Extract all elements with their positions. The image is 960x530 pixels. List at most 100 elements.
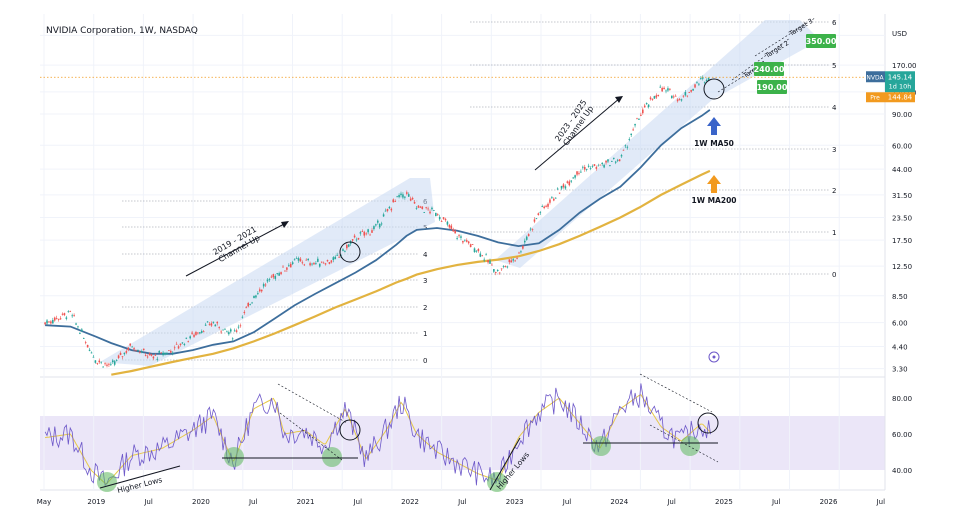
candle-body <box>421 206 424 210</box>
candle-body <box>400 193 402 196</box>
fib-label-right: 3 <box>832 146 836 154</box>
candle-body <box>284 270 286 272</box>
channel-zone-2023-2025 <box>495 20 820 268</box>
channel-zone-2019-2021 <box>100 178 435 366</box>
candle-body <box>560 186 563 189</box>
candle-body <box>628 139 631 141</box>
candle-body <box>199 332 201 334</box>
fib-label-right: 0 <box>832 271 836 279</box>
candle-body <box>562 184 565 188</box>
candle-body <box>297 258 300 261</box>
candle-body <box>243 311 246 313</box>
target-price: 190.00 <box>757 83 788 92</box>
candle-body <box>309 263 311 266</box>
candle-body <box>129 343 132 346</box>
fib-label-right: 1 <box>832 229 836 237</box>
candle-body <box>415 207 418 209</box>
time-tick-label: Jul <box>562 498 572 506</box>
candle-body <box>119 352 122 355</box>
candle-body <box>228 332 230 335</box>
candle-body <box>494 272 497 273</box>
candle-body <box>361 231 364 232</box>
ma50-label: 1W MA50 <box>694 139 734 148</box>
candle-body <box>166 353 168 355</box>
candle-body <box>404 196 406 198</box>
candle-body <box>419 206 422 208</box>
time-tick-label: 2019 <box>87 498 105 506</box>
pre-market-label-badge <box>866 92 885 103</box>
candle-body <box>390 208 393 211</box>
fib-label-left: 4 <box>423 251 428 259</box>
candle-body <box>456 238 458 239</box>
candle-body <box>86 344 89 348</box>
time-tick-label: May <box>37 498 51 506</box>
candle-body <box>487 260 489 263</box>
candle-body <box>81 329 83 331</box>
ma200-line <box>111 169 711 376</box>
candle-body <box>678 98 681 100</box>
candle-body <box>164 352 166 355</box>
candle-body <box>301 262 304 264</box>
candle-body <box>365 233 367 235</box>
channel-arrow-2023 <box>534 97 621 171</box>
candle-body <box>313 262 315 265</box>
candle-body <box>179 343 182 345</box>
candle-body <box>113 361 116 365</box>
candle-body <box>398 195 400 198</box>
candle-body <box>88 349 91 351</box>
candle-body <box>245 307 248 309</box>
rsi-low-marker <box>224 447 244 467</box>
candle-body <box>121 356 124 358</box>
candle-body <box>692 88 694 91</box>
candle-body <box>326 260 329 262</box>
candle-body <box>601 162 603 165</box>
candle-body <box>520 251 522 253</box>
candle-body <box>191 332 193 334</box>
candle-body <box>672 96 675 98</box>
rsi-downtrend-line <box>649 424 719 463</box>
candle-body <box>133 348 135 350</box>
candle-body <box>471 244 474 245</box>
candle-body <box>73 315 75 316</box>
candle-body <box>698 83 700 85</box>
rsi-tick-label: 80.00 <box>892 395 912 403</box>
candle-body <box>264 284 267 286</box>
candle-body <box>266 279 269 282</box>
candle-body <box>98 360 101 363</box>
candle-body <box>589 168 592 169</box>
price-tick-label: 6.00 <box>892 320 908 328</box>
time-tick-label: 2021 <box>297 498 315 506</box>
candle-body <box>150 354 153 356</box>
candle-body <box>272 274 275 278</box>
candle-body <box>402 194 404 198</box>
time-tick-label: Jul <box>876 498 886 506</box>
candle-body <box>336 254 338 256</box>
candle-body <box>462 240 464 243</box>
channel-arrowhead-2019 <box>281 221 289 228</box>
candle-body <box>344 251 346 253</box>
candle-body <box>311 263 313 265</box>
candle-body <box>622 149 625 151</box>
time-tick-label: 2024 <box>610 498 628 506</box>
time-axis[interactable]: May 2019 Jul 2020 Jul 2021 Jul 2022 Jul 2023 Jul 20… <box>37 498 885 506</box>
price-tick-label: 23.50 <box>892 214 912 222</box>
candle-body <box>286 267 288 270</box>
rsi-axis[interactable]: 80.00 60.00 40.00 <box>892 395 912 475</box>
candle-body <box>653 96 656 99</box>
candle-body <box>636 118 638 120</box>
candle-body <box>436 214 439 216</box>
candle-body <box>535 218 538 220</box>
time-tick-label: Jul <box>248 498 258 506</box>
candle-body <box>152 356 155 359</box>
candle-body <box>566 181 569 183</box>
candle-body <box>680 99 683 101</box>
candle-body <box>435 212 437 217</box>
candle-body <box>247 302 249 307</box>
candle-body <box>117 355 120 359</box>
candle-body <box>527 234 530 237</box>
candle-body <box>543 206 545 209</box>
candle-body <box>158 351 161 353</box>
time-tick-label: 2023 <box>506 498 524 506</box>
candle-body <box>620 155 623 157</box>
